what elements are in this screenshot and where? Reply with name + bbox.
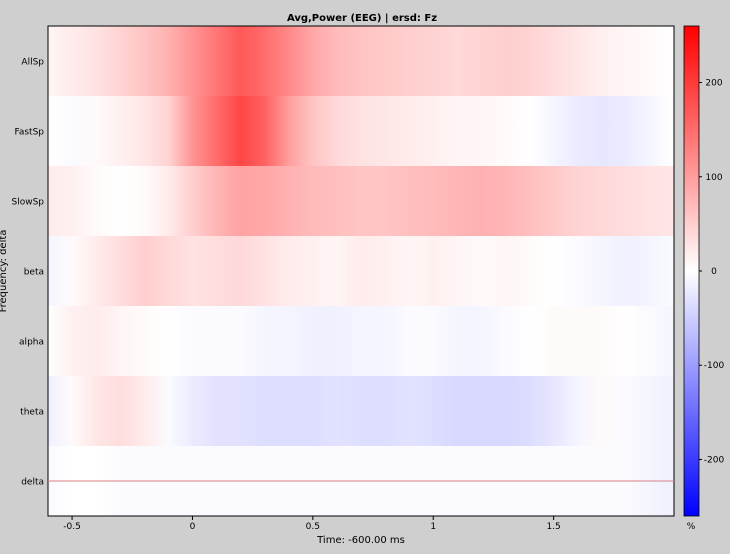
heatmap-row-allsp [48,26,674,97]
colorbar-tick-label: 200 [705,79,722,89]
colorbar-unit: % [687,522,696,532]
row-label-beta: beta [24,268,44,278]
heatmap-row-beta [48,236,674,307]
x-tick-label: 0.5 [306,522,320,532]
colorbar [683,25,700,517]
colorbar-ticks: 200 100 0 -100 -200 [699,79,725,465]
x-tick-label: 1.5 [546,522,560,532]
row-label-fastsp: FastSp [14,128,44,138]
colorbar-tick-label: -100 [704,361,725,371]
x-tick-label: -0.5 [63,522,81,532]
row-label-delta: delta [21,478,44,488]
y-axis-label: Frequency: delta [0,230,9,313]
x-tick-label: 0 [190,522,196,532]
chart-title: Avg,Power (EEG) | ersd: Fz [287,13,437,24]
row-labels: AllSp FastSp SlowSp beta alpha theta delta [11,58,44,488]
heatmap-cells [48,26,674,517]
x-axis-label: Time: -600.00 ms [316,535,405,546]
colorbar-tick-label: 0 [711,267,717,277]
row-label-slowsp: SlowSp [11,198,44,208]
x-axis-ticks: -0.5 0 0.5 1 1.5 [63,516,561,532]
plot-frame [47,25,675,517]
colorbar-tick-label: -200 [704,455,725,465]
heatmap-row-fastsp [48,96,674,167]
row-label-alpha: alpha [19,338,44,348]
heatmap-row-alpha [48,306,674,377]
row-label-allsp: AllSp [21,58,44,68]
heatmap-row-theta [48,376,674,447]
colorbar-tick-label: 100 [705,173,722,183]
x-tick-label: 1 [430,522,436,532]
heatmap-row-slowsp [48,166,674,237]
row-label-theta: theta [20,408,44,418]
